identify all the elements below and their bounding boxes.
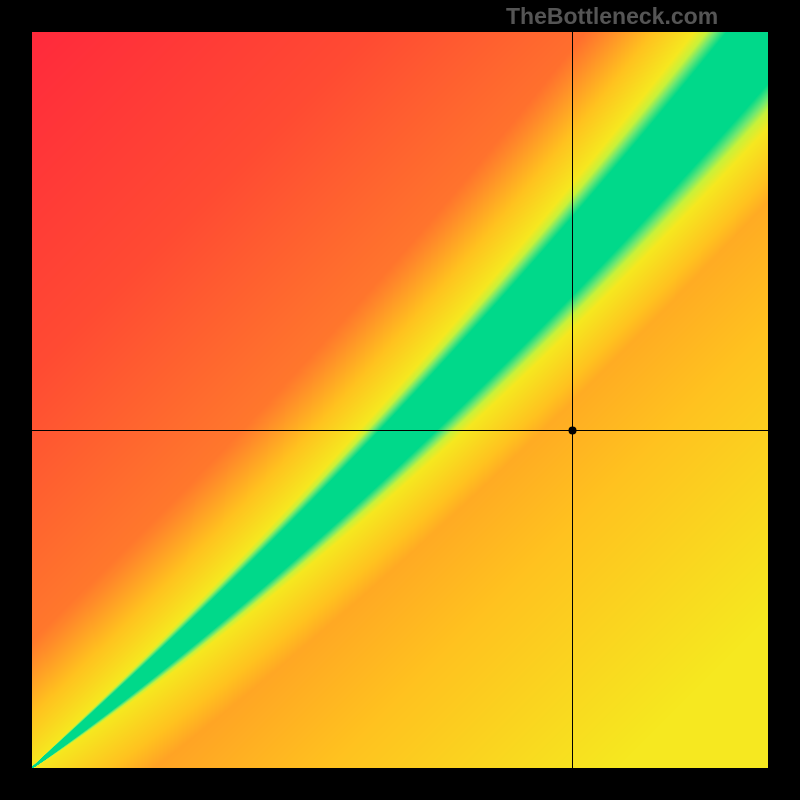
attribution-text: TheBottleneck.com [506, 3, 718, 30]
bottleneck-heatmap [32, 32, 768, 768]
figure-container: { "figure": { "type": "heatmap", "total_… [0, 0, 800, 800]
